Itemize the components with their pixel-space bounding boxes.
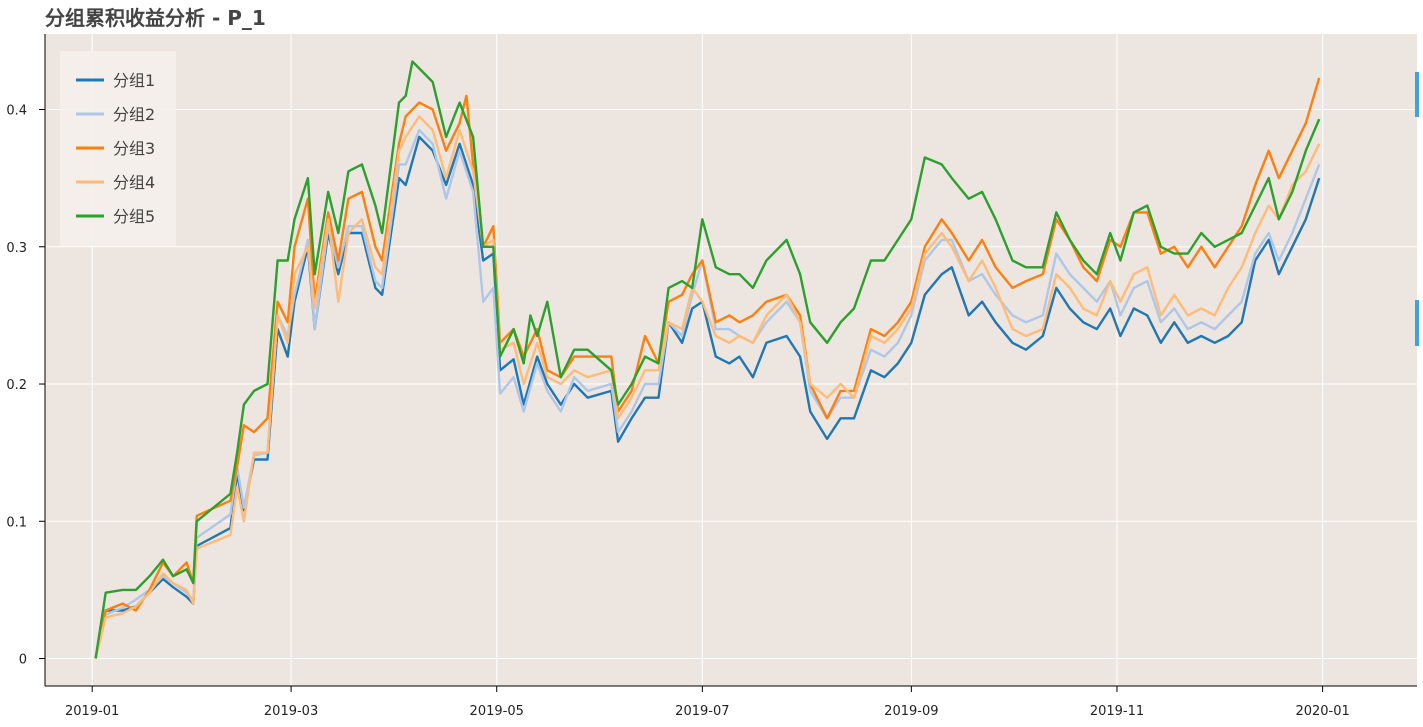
y-tick-label: 0.2 [6,378,27,393]
legend-label-1: 分组1 [113,71,155,90]
legend-label-4: 分组4 [113,173,155,192]
legend-label-3: 分组3 [113,139,155,158]
x-tick-label: 2019-07 [675,704,729,719]
series-lines [94,60,1321,659]
plot-background [45,34,1417,686]
x-tick-label: 2019-05 [470,704,524,719]
y-tick-label: 0.1 [6,515,27,530]
x-tick-label: 2019-01 [65,704,119,719]
legend-label-5: 分组5 [113,207,155,226]
series-line-5 [94,60,1321,659]
right-edge-marker-bottom [1415,300,1419,346]
legend: 分组1 分组2 分组3 分组4 分组5 [60,51,176,246]
series-line-4 [94,115,1321,659]
x-tick-label: 2020-01 [1295,704,1349,719]
chart-title: 分组累积收益分析 - P_1 [45,6,266,30]
x-tick-label: 2019-03 [264,704,318,719]
legend-label-2: 分组2 [113,105,155,124]
y-tick-label: 0 [19,653,27,668]
y-tick-label: 0.4 [6,103,27,118]
x-tick-label: 2019-11 [1090,704,1144,719]
x-tick-label: 2019-09 [884,704,938,719]
y-tick-label: 0.3 [6,241,27,256]
axis-ticks: 0 0.1 0.2 0.3 0.4 2019-01 2019-03 2019-05 2019-0… [6,103,1349,719]
right-edge-marker-top [1415,72,1419,117]
